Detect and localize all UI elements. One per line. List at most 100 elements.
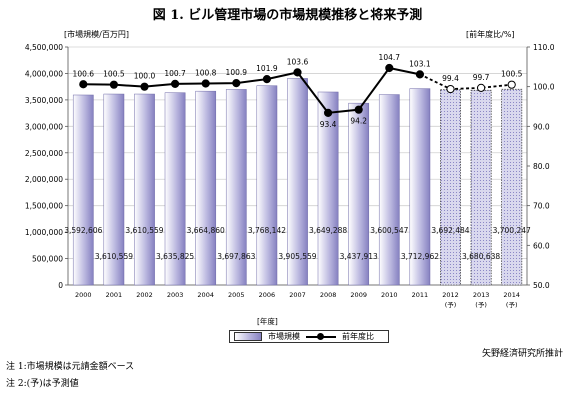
x-tick-label: 2005	[228, 291, 245, 299]
left-tick-label: 2,500,000	[25, 149, 63, 158]
left-tick-label: 500,000	[32, 255, 63, 264]
x-tick-label: 2011	[412, 291, 429, 299]
x-tick-label: 2010	[381, 291, 398, 299]
bar	[317, 91, 339, 286]
x-tick-label: 2014	[503, 291, 520, 299]
legend: 市場規模 前年度比	[229, 330, 389, 343]
source-credit: 矢野経済研究所推計	[481, 349, 563, 359]
legend-bar-swatch	[234, 332, 262, 341]
ratio-point	[477, 83, 486, 92]
x-tick-label: 2008	[320, 291, 337, 299]
ratio-point	[293, 68, 302, 77]
ratio-point	[324, 108, 333, 117]
right-tick-label: 90.0	[533, 122, 550, 131]
bar	[195, 90, 217, 286]
bar	[134, 93, 155, 286]
ratio-value-label: 101.9	[256, 64, 278, 73]
bar	[470, 89, 492, 286]
bar-value-label: 3,768,142	[248, 226, 286, 235]
bar-value-label: 3,600,547	[370, 226, 408, 235]
bar-value-label: 3,592,606	[64, 226, 102, 235]
ratio-value-label: 104.7	[379, 53, 401, 62]
bar-value-label: 3,680,638	[462, 252, 500, 261]
x-axis-unit: [年度]	[257, 317, 278, 326]
ratio-point	[415, 70, 424, 79]
ratio-point	[354, 105, 363, 114]
bar-value-label: 3,437,913	[340, 252, 378, 261]
ratio-point	[140, 82, 149, 91]
ratio-point	[232, 78, 241, 88]
bar-value-label: 3,610,559	[95, 252, 133, 261]
x-tick-label: 2013	[473, 291, 490, 299]
ratio-value-label: 99.4	[442, 74, 459, 83]
ratio-value-label: 100.7	[164, 69, 186, 78]
ratio-point	[109, 80, 119, 89]
ratio-value-label: 100.0	[134, 72, 156, 81]
ratio-value-label: 103.6	[287, 57, 309, 66]
ratio-value-label: 93.4	[320, 120, 337, 129]
left-tick-label: 4,500,000	[25, 43, 63, 52]
left-axis-unit: [市場規模/百万円]	[64, 30, 129, 39]
right-tick-label: 80.0	[533, 162, 550, 171]
ratio-value-label: 94.2	[350, 117, 367, 126]
note-1: 注 1:市場規模は元請金額ベース	[6, 362, 135, 372]
ratio-line	[79, 63, 516, 117]
bar	[409, 88, 431, 286]
x-tick-label: 2002	[136, 291, 153, 299]
bar	[440, 89, 461, 286]
x-forecast-mark: (予)	[445, 301, 457, 309]
ratio-point	[201, 79, 210, 88]
labels: 0 500,000 1,000,000 1,500,000 2,000,000 2,500…	[25, 43, 555, 309]
bar	[72, 94, 94, 286]
ratio-value-label: 100.9	[226, 68, 248, 77]
bar-value-label: 3,905,559	[278, 252, 316, 261]
ratio-value-label: 100.5	[103, 70, 125, 79]
x-tick-label: 2006	[259, 291, 276, 299]
bar	[103, 93, 125, 286]
ratio-point	[446, 84, 455, 94]
legend-bar-label: 市場規模	[268, 332, 300, 341]
left-tick-label: 3,500,000	[25, 96, 63, 105]
ratio-line-forecast	[419, 73, 512, 90]
ratio-value-label: 99.7	[473, 73, 490, 82]
bar	[225, 89, 247, 286]
bar-value-label: 3,649,288	[309, 226, 347, 235]
right-tick-label: 50.0	[533, 281, 550, 290]
bar-value-label: 3,610,559	[125, 226, 163, 235]
page-title: 図 1. ビル管理市場の市場規模推移と将来予測	[152, 8, 423, 23]
x-tick-label: 2003	[167, 291, 184, 299]
x-tick-label: 2009	[350, 291, 367, 299]
ratio-point	[171, 79, 180, 88]
left-tick-label: 1,500,000	[25, 202, 63, 211]
left-tick-label: 4,000,000	[25, 69, 63, 78]
bar	[501, 88, 523, 286]
left-tick-label: 0	[58, 281, 63, 290]
bar	[256, 85, 278, 286]
ratio-line-actual	[83, 66, 421, 114]
ratio-point	[262, 75, 271, 84]
right-tick-label: 70.0	[533, 202, 550, 211]
x-tick-label: 2001	[106, 291, 123, 299]
legend-line-label: 前年度比	[342, 332, 374, 341]
bar-value-label: 3,635,825	[156, 252, 194, 261]
x-tick-label: 2000	[75, 291, 92, 299]
x-forecast-mark: (予)	[475, 301, 487, 309]
left-tick-label: 3,000,000	[25, 122, 63, 131]
x-tick-label: 2007	[289, 291, 306, 299]
bar	[378, 94, 400, 286]
right-tick-label: 100.0	[533, 83, 555, 92]
bar	[287, 78, 308, 286]
bar-value-label: 3,700,247	[493, 226, 531, 235]
ratio-point	[507, 80, 516, 89]
ratio-value-label: 103.1	[409, 59, 431, 68]
right-axis-unit: [前年度比/%]	[466, 30, 515, 39]
bar-value-label: 3,664,860	[187, 226, 225, 235]
note-2: 注 2:(予)は予測値	[6, 379, 79, 389]
legend-line-swatch	[306, 332, 336, 341]
ratio-value-label: 100.5	[501, 70, 523, 79]
bar-value-label: 3,697,863	[217, 252, 255, 261]
right-tick-label: 110.0	[533, 43, 555, 52]
x-forecast-mark: (予)	[506, 301, 518, 309]
x-tick-label: 2012	[442, 291, 459, 299]
